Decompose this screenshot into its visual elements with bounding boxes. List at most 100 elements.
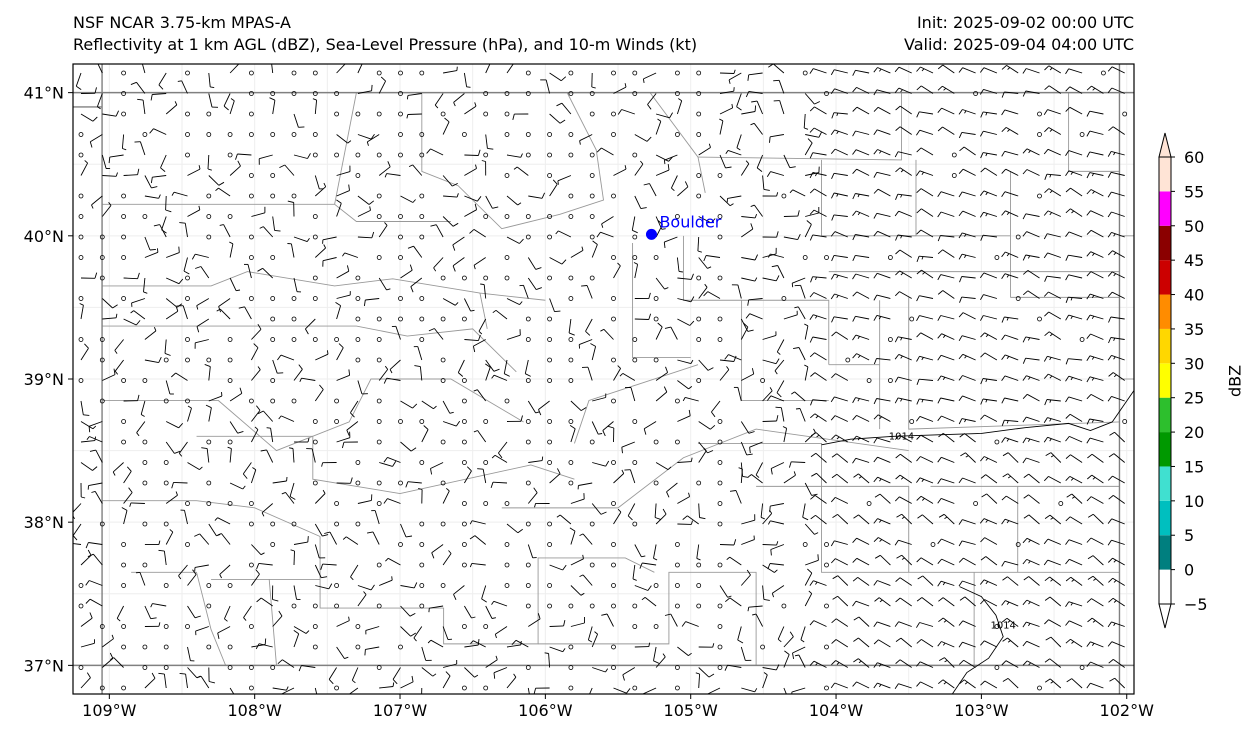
wind-barb	[293, 113, 305, 128]
calm-wind-marker	[312, 275, 318, 281]
wind-barb	[852, 557, 870, 566]
wind-barb	[272, 359, 284, 374]
city-label: Boulder	[659, 212, 721, 231]
wind-barb	[1022, 213, 1040, 220]
county-line	[196, 435, 575, 495]
calm-wind-marker	[78, 152, 84, 158]
calm-wind-marker	[376, 501, 382, 506]
wind-barb	[873, 294, 891, 301]
wind-barb	[229, 160, 241, 176]
wind-barb	[809, 106, 827, 115]
wind-barb	[1043, 252, 1061, 259]
county-line	[102, 378, 524, 452]
wind-barb	[894, 66, 912, 74]
colorbar-segment	[1159, 157, 1171, 192]
wind-barb	[852, 435, 870, 443]
wind-barb	[768, 253, 785, 258]
calm-wind-marker	[483, 111, 489, 117]
calm-wind-marker	[248, 255, 254, 260]
wind-barb	[894, 434, 912, 443]
wind-barb	[392, 667, 401, 685]
calm-wind-marker	[675, 685, 680, 691]
calm-wind-marker	[824, 685, 829, 691]
wind-barb	[144, 357, 162, 364]
wind-barb	[166, 277, 184, 285]
calm-wind-marker	[142, 132, 148, 137]
wind-barb	[725, 597, 742, 607]
wind-barb	[601, 613, 614, 627]
y-tick-label: 38°N	[24, 513, 64, 532]
wind-barb	[804, 590, 813, 607]
wind-barb	[958, 540, 976, 547]
wind-barb	[464, 195, 482, 202]
wind-barb	[85, 598, 103, 607]
wind-barb	[400, 626, 417, 637]
boulder-marker-icon[interactable]	[645, 228, 657, 240]
calm-wind-marker	[504, 173, 510, 178]
calm-wind-marker	[334, 521, 340, 527]
wind-barb	[400, 582, 418, 589]
calm-wind-marker	[994, 255, 1000, 260]
wind-barb	[895, 637, 912, 648]
wind-barb	[773, 79, 785, 94]
calm-wind-marker	[525, 665, 531, 670]
calm-wind-marker	[227, 378, 233, 383]
colorbar-tick-label: 30	[1184, 354, 1204, 373]
wind-barb	[430, 224, 444, 238]
wind-barb	[322, 257, 337, 267]
calm-wind-marker	[398, 255, 403, 260]
wind-barb	[1065, 68, 1083, 75]
wind-barb	[1107, 291, 1125, 299]
calm-wind-marker	[142, 439, 148, 445]
wind-barb	[171, 191, 188, 197]
calm-wind-marker	[376, 70, 382, 76]
calm-wind-marker	[419, 193, 425, 199]
wind-barb	[771, 585, 785, 598]
wind-barb	[916, 398, 934, 405]
calm-wind-marker	[547, 173, 552, 178]
map-panel[interactable]: 10141014 Boulder	[66, 57, 1135, 705]
calm-wind-marker	[121, 685, 126, 691]
wind-barb	[428, 328, 444, 340]
calm-wind-marker	[376, 439, 382, 445]
wind-barb	[773, 100, 785, 115]
calm-wind-marker	[227, 583, 233, 588]
wind-barb	[1043, 233, 1061, 240]
wind-barb	[980, 414, 998, 422]
wind-barb	[314, 244, 326, 258]
county-line	[697, 92, 902, 161]
wind-barb	[809, 336, 827, 343]
wind-barb	[917, 514, 934, 525]
calm-wind-marker	[696, 378, 702, 383]
wind-barb	[830, 69, 848, 76]
wind-barb	[570, 617, 585, 627]
calm-wind-marker	[163, 583, 169, 588]
calm-wind-marker	[291, 398, 297, 404]
wind-barb	[768, 520, 785, 525]
wind-barb	[1108, 337, 1125, 344]
calm-wind-marker	[461, 316, 467, 322]
calm-wind-marker	[142, 480, 148, 486]
calm-wind-marker	[632, 419, 638, 424]
calm-wind-marker	[419, 152, 425, 158]
county-line	[821, 159, 917, 237]
calm-wind-marker	[888, 255, 893, 260]
calm-wind-marker	[675, 70, 680, 76]
calm-wind-marker	[121, 542, 126, 547]
wind-barb	[981, 493, 998, 504]
colorbar-tick-label: 60	[1184, 148, 1204, 167]
wind-barb	[741, 223, 754, 238]
wind-barb	[314, 523, 329, 537]
wind-barb	[187, 405, 192, 422]
wind-barb	[958, 253, 976, 260]
wind-barb	[767, 563, 784, 570]
wind-barb	[719, 195, 734, 207]
wind-barb	[244, 263, 252, 279]
calm-wind-marker	[824, 562, 829, 568]
wind-barb	[703, 291, 721, 299]
calm-wind-marker	[206, 501, 212, 506]
wind-barb	[741, 514, 756, 525]
wind-barb	[591, 421, 603, 435]
calm-wind-marker	[185, 275, 190, 281]
